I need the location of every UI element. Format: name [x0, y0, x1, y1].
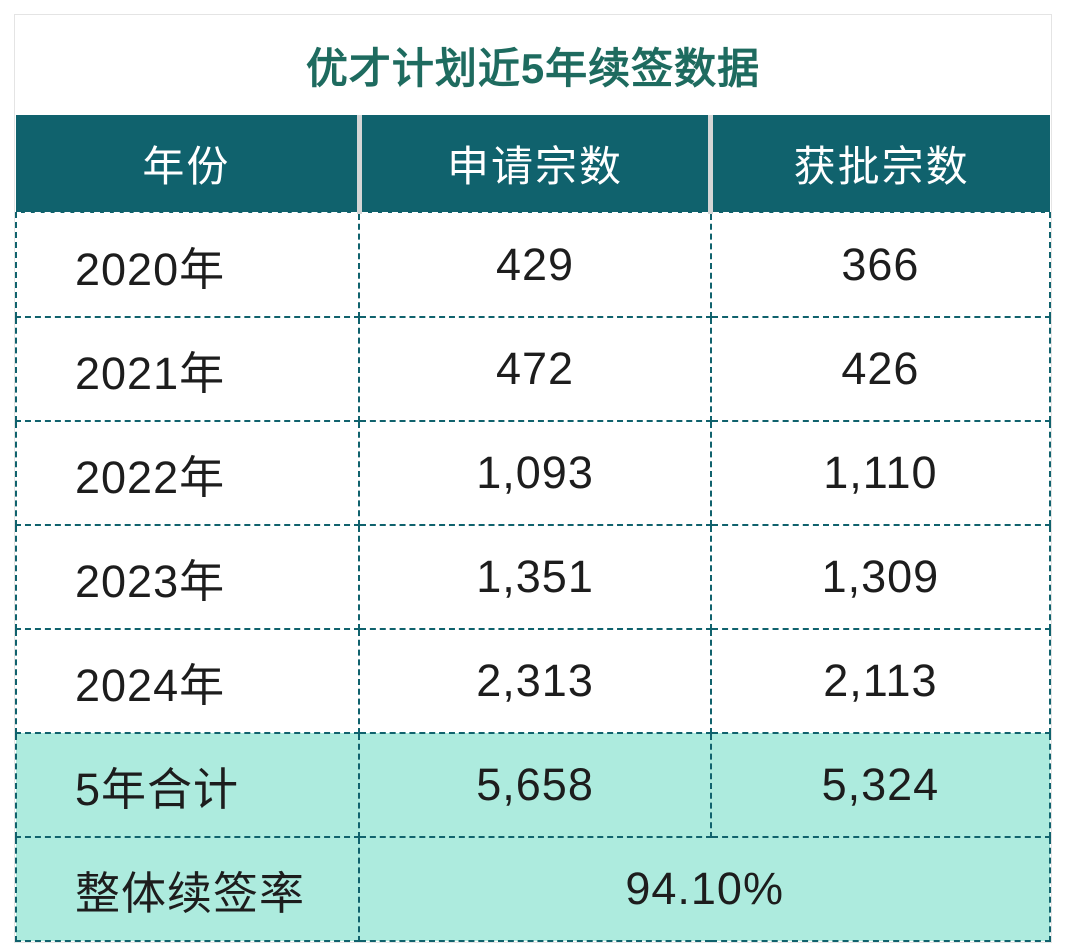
- approved-cell: 2,113: [709, 628, 1052, 734]
- applications-cell: 1,351: [358, 524, 712, 630]
- header-applications: 申请宗数: [356, 115, 711, 213]
- total-row: 5年合计 5,658 5,324: [14, 732, 1052, 838]
- total-approved-cell: 5,324: [709, 732, 1052, 838]
- approved-cell: 1,110: [709, 420, 1052, 526]
- table-title-bar: 优才计划近5年续签数据: [15, 15, 1051, 115]
- header-approved: 获批宗数: [708, 115, 1050, 213]
- year-cell: 2023年: [14, 524, 361, 630]
- applications-cell: 2,313: [358, 628, 712, 734]
- table-row: 2022年 1,093 1,110: [14, 420, 1052, 526]
- rate-value-cell: 94.10%: [358, 836, 1051, 942]
- table-row: 2021年 472 426: [14, 316, 1052, 422]
- table-row: 2024年 2,313 2,113: [14, 628, 1052, 734]
- applications-cell: 472: [358, 316, 712, 422]
- rate-row: 整体续签率 94.10%: [14, 836, 1051, 942]
- year-cell: 2020年: [14, 212, 361, 318]
- rate-label-cell: 整体续签率: [14, 836, 361, 942]
- total-label-cell: 5年合计: [14, 732, 361, 838]
- data-table: 年份 申请宗数 获批宗数 2020年 429 366 2021年 472 426…: [14, 115, 1052, 942]
- header-row: 年份 申请宗数 获批宗数: [16, 115, 1050, 213]
- table-title: 优才计划近5年续签数据: [305, 44, 761, 92]
- year-cell: 2024年: [14, 628, 361, 734]
- approved-cell: 366: [709, 212, 1052, 318]
- year-cell: 2022年: [14, 420, 361, 526]
- applications-cell: 429: [358, 212, 712, 318]
- table-row: 2020年 429 366: [14, 212, 1052, 318]
- total-applications-cell: 5,658: [358, 732, 712, 838]
- approved-cell: 1,309: [709, 524, 1052, 630]
- applications-cell: 1,093: [358, 420, 712, 526]
- header-year: 年份: [16, 115, 360, 213]
- renewal-data-table: 优才计划近5年续签数据 年份 申请宗数 获批宗数 2020年 429 366 2…: [14, 14, 1052, 943]
- year-cell: 2021年: [14, 316, 361, 422]
- table-row: 2023年 1,351 1,309: [14, 524, 1052, 630]
- approved-cell: 426: [709, 316, 1052, 422]
